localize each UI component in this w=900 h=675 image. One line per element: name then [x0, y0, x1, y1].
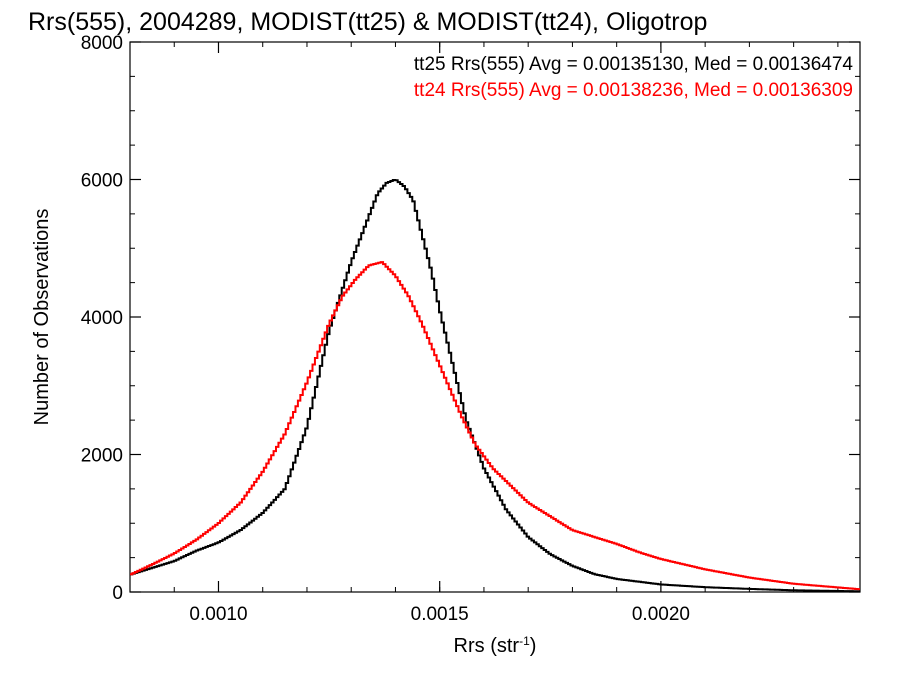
y-axis-label: Number of Observations — [31, 209, 53, 426]
y-tick-label: 8000 — [81, 33, 123, 54]
series-line-tt24 — [130, 261, 860, 591]
y-tick-label: 4000 — [81, 308, 123, 329]
series-line-tt25 — [130, 179, 860, 593]
legend-entry-tt25: tt25 Rrs(555) Avg = 0.00135130, Med = 0.… — [414, 54, 854, 75]
x-axis-label: Rrs (str-1) — [454, 634, 537, 657]
x-axis-label-close: ) — [530, 635, 537, 657]
y-axis-ticks: 0 2000 4000 6000 8000 — [81, 33, 860, 604]
chart-title: Rrs(555), 2004289, MODIST(tt25) & MODIST… — [28, 8, 707, 36]
x-axis-label-superscript: -1 — [519, 634, 530, 648]
plot-frame — [129, 41, 861, 593]
y-tick-label: 2000 — [81, 446, 123, 467]
series-layer — [130, 179, 860, 593]
y-tick-label: 6000 — [81, 171, 123, 192]
x-tick-label: 0.0020 — [632, 604, 690, 625]
y-tick-label: 0 — [112, 583, 123, 604]
x-axis-ticks: 0.0010 0.0015 0.0020 — [129, 42, 839, 625]
x-tick-label: 0.0010 — [189, 604, 247, 625]
x-axis-label-main: Rrs (str — [454, 635, 520, 657]
x-tick-label: 0.0015 — [411, 604, 469, 625]
legend-entry-tt24: tt24 Rrs(555) Avg = 0.00138236, Med = 0.… — [414, 80, 853, 101]
